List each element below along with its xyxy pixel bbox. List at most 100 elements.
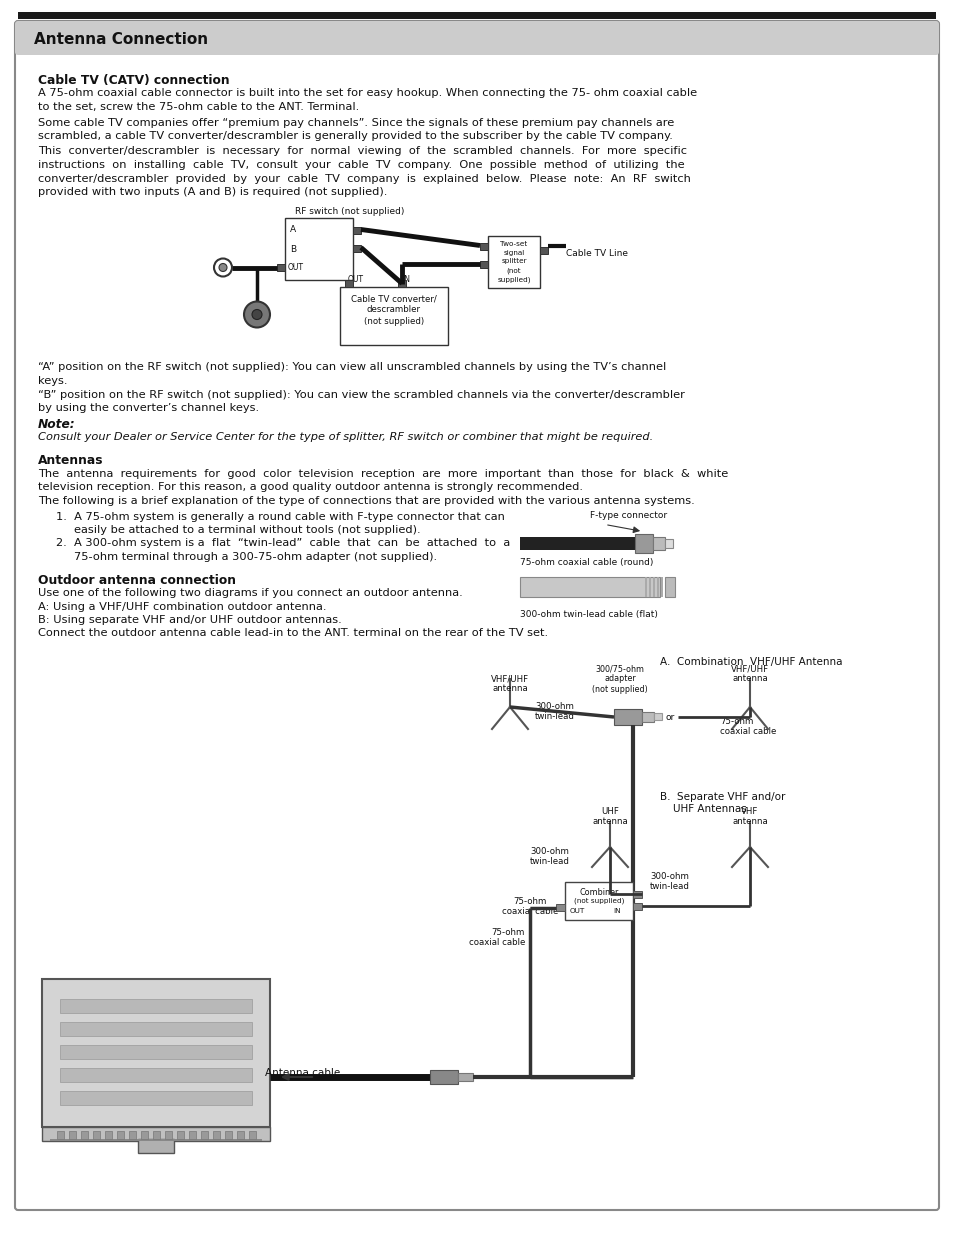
Bar bbox=[236, 1131, 244, 1139]
Text: supplied): supplied) bbox=[497, 277, 530, 283]
Bar bbox=[644, 577, 646, 597]
Bar bbox=[152, 1131, 160, 1139]
Text: Consult your Dealer or Service Center for the type of splitter, RF switch or com: Consult your Dealer or Service Center fo… bbox=[38, 432, 653, 442]
Text: Some cable TV companies offer “premium pay channels”. Since the signals of these: Some cable TV companies offer “premium p… bbox=[38, 117, 674, 127]
Bar bbox=[165, 1131, 172, 1139]
Bar bbox=[339, 287, 448, 345]
Bar bbox=[18, 12, 935, 19]
Text: “A” position on the RF switch (not supplied): You can view all unscrambled chann: “A” position on the RF switch (not suppl… bbox=[38, 363, 665, 373]
Bar bbox=[117, 1131, 124, 1139]
Bar bbox=[488, 236, 539, 288]
Text: 2.  A 300-ohm system is a  flat  “twin-lead”  cable  that  can  be  attached  to: 2. A 300-ohm system is a flat “twin-lead… bbox=[56, 538, 510, 548]
Text: provided with two inputs (A and B) is required (not supplied).: provided with two inputs (A and B) is re… bbox=[38, 186, 387, 198]
Circle shape bbox=[213, 258, 232, 277]
Text: easily be attached to a terminal without tools (not supplied).: easily be attached to a terminal without… bbox=[74, 525, 420, 535]
Bar bbox=[201, 1131, 208, 1139]
Text: B: Using separate VHF and/or UHF outdoor antennas.: B: Using separate VHF and/or UHF outdoor… bbox=[38, 615, 341, 625]
Text: descrambler: descrambler bbox=[367, 305, 420, 315]
Bar bbox=[60, 1023, 252, 1036]
Text: B: B bbox=[290, 246, 295, 254]
Text: Cable TV (CATV) connection: Cable TV (CATV) connection bbox=[38, 74, 230, 86]
FancyBboxPatch shape bbox=[15, 21, 938, 56]
Text: The following is a brief explanation of the type of connections that are provide: The following is a brief explanation of … bbox=[38, 496, 694, 506]
Text: 300/75-ohm
adapter
(not supplied): 300/75-ohm adapter (not supplied) bbox=[592, 664, 647, 694]
Bar bbox=[60, 1045, 252, 1058]
Text: keys.: keys. bbox=[38, 375, 68, 387]
Bar bbox=[635, 534, 652, 552]
Circle shape bbox=[219, 263, 227, 272]
Text: A: A bbox=[290, 226, 295, 235]
Bar bbox=[92, 1131, 100, 1139]
Text: by using the converter’s channel keys.: by using the converter’s channel keys. bbox=[38, 403, 259, 412]
Bar bbox=[42, 979, 270, 1128]
Text: The  antenna  requirements  for  good  color  television  reception  are  more  : The antenna requirements for good color … bbox=[38, 469, 727, 479]
Text: Note:: Note: bbox=[38, 419, 75, 431]
Bar bbox=[81, 1131, 88, 1139]
Text: 300-ohm
twin-lead: 300-ohm twin-lead bbox=[535, 701, 575, 721]
Bar bbox=[633, 903, 641, 910]
Bar bbox=[285, 217, 353, 279]
Text: to the set, screw the 75-ohm cable to the ANT. Terminal.: to the set, screw the 75-ohm cable to th… bbox=[38, 103, 359, 112]
Text: VHF/UHF
antenna: VHF/UHF antenna bbox=[730, 664, 768, 683]
Bar bbox=[652, 536, 664, 550]
Text: “B” position on the RF switch (not supplied): You can view the scrambled channel: “B” position on the RF switch (not suppl… bbox=[38, 389, 684, 399]
Bar bbox=[18, 38, 935, 52]
Text: television reception. For this reason, a good quality outdoor antenna is strongl: television reception. For this reason, a… bbox=[38, 483, 582, 493]
Bar bbox=[556, 904, 564, 911]
Text: 75-ohm
coaxial cable: 75-ohm coaxial cable bbox=[468, 927, 524, 947]
Text: (not supplied): (not supplied) bbox=[363, 316, 424, 326]
Text: 75-ohm coaxial cable (round): 75-ohm coaxial cable (round) bbox=[519, 557, 653, 567]
Text: (not supplied): (not supplied) bbox=[573, 897, 623, 904]
Bar bbox=[138, 1139, 173, 1153]
Text: 300-ohm
twin-lead: 300-ohm twin-lead bbox=[649, 872, 689, 892]
Bar bbox=[42, 1128, 270, 1141]
Bar bbox=[353, 245, 360, 252]
Text: A: Using a VHF/UHF combination outdoor antenna.: A: Using a VHF/UHF combination outdoor a… bbox=[38, 601, 326, 611]
Text: OUT: OUT bbox=[569, 908, 584, 914]
Bar bbox=[519, 577, 659, 597]
Text: IN: IN bbox=[401, 275, 410, 284]
Bar bbox=[654, 713, 661, 720]
Text: Two-set: Two-set bbox=[500, 241, 527, 247]
Text: Antenna cable: Antenna cable bbox=[265, 1068, 340, 1078]
Text: OUT: OUT bbox=[288, 263, 304, 272]
Text: signal: signal bbox=[503, 249, 524, 256]
Text: 75-ohm
coaxial cable: 75-ohm coaxial cable bbox=[501, 897, 558, 916]
Text: RF switch (not supplied): RF switch (not supplied) bbox=[294, 206, 404, 215]
Text: 300-ohm twin-lead cable (flat): 300-ohm twin-lead cable (flat) bbox=[519, 610, 658, 619]
Text: Combiner: Combiner bbox=[578, 888, 618, 897]
Bar bbox=[539, 247, 547, 253]
Bar bbox=[519, 536, 635, 550]
Text: F-type connector: F-type connector bbox=[589, 511, 666, 520]
Bar bbox=[60, 1068, 252, 1082]
Bar bbox=[664, 577, 675, 597]
Text: 75-ohm
coaxial cable: 75-ohm coaxial cable bbox=[720, 718, 776, 736]
Bar bbox=[141, 1131, 148, 1139]
Bar bbox=[641, 713, 654, 722]
Bar bbox=[225, 1131, 232, 1139]
Bar bbox=[249, 1131, 255, 1139]
Text: Antenna Connection: Antenna Connection bbox=[34, 32, 208, 47]
Text: A.  Combination  VHF/UHF Antenna: A. Combination VHF/UHF Antenna bbox=[659, 657, 841, 667]
Bar bbox=[479, 261, 488, 268]
Bar bbox=[213, 1131, 220, 1139]
Bar bbox=[479, 242, 488, 249]
Text: OUT: OUT bbox=[348, 275, 364, 284]
Bar bbox=[633, 890, 641, 898]
Bar bbox=[50, 1139, 262, 1141]
Circle shape bbox=[244, 301, 270, 327]
Text: (not: (not bbox=[506, 268, 520, 274]
Bar bbox=[69, 1131, 76, 1139]
Bar bbox=[430, 1070, 457, 1084]
Bar bbox=[189, 1131, 195, 1139]
Text: 1.  A 75-ohm system is generally a round cable with F-type connector that can: 1. A 75-ohm system is generally a round … bbox=[56, 511, 504, 521]
Text: Outdoor antenna connection: Outdoor antenna connection bbox=[38, 573, 235, 587]
Bar bbox=[652, 577, 655, 597]
Text: B.  Separate VHF and/or
    UHF Antennas: B. Separate VHF and/or UHF Antennas bbox=[659, 792, 784, 814]
Bar bbox=[57, 1131, 64, 1139]
Bar bbox=[345, 279, 353, 287]
Text: 300-ohm
twin-lead: 300-ohm twin-lead bbox=[530, 847, 569, 867]
Bar bbox=[276, 263, 285, 270]
Bar bbox=[105, 1131, 112, 1139]
Text: converter/descrambler  provided  by  your  cable  TV  company  is  explained  be: converter/descrambler provided by your c… bbox=[38, 173, 690, 184]
